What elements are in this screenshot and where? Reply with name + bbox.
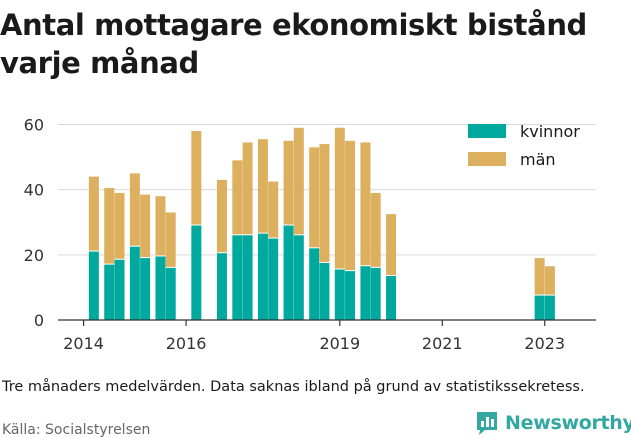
bar-man <box>155 196 166 256</box>
bar-man <box>129 173 140 246</box>
bar-kvinnor <box>534 295 545 320</box>
bar-man <box>360 142 371 266</box>
chart-title-line-2: varje månad <box>0 46 199 80</box>
bar-kvinnor <box>140 258 151 320</box>
bar-man <box>293 127 304 235</box>
bar-kvinnor <box>370 267 381 320</box>
bar-kvinnor <box>232 235 243 320</box>
x-tick-label: 2014 <box>63 334 104 353</box>
x-tick-label: 2023 <box>524 334 565 353</box>
bar-man <box>242 142 253 235</box>
bar-man <box>534 258 545 295</box>
bar-man <box>345 140 356 271</box>
bar-man <box>268 181 279 238</box>
bar-man <box>386 214 397 276</box>
y-tick-label: 60 <box>24 116 44 135</box>
y-tick-label: 40 <box>24 181 44 200</box>
legend-label-man: män <box>520 150 556 169</box>
chart-title: Antal mottagare ekonomiskt bistånd varje… <box>0 6 631 82</box>
bar-man <box>165 212 176 267</box>
x-tick-label: 2016 <box>166 334 207 353</box>
bar-kvinnor <box>319 262 330 320</box>
bar-kvinnor <box>360 266 371 320</box>
bar-man <box>104 188 115 264</box>
y-tick-label: 20 <box>24 246 44 265</box>
bar-kvinnor <box>114 259 125 320</box>
bar-man <box>370 192 381 267</box>
bar-kvinnor <box>88 251 99 320</box>
bar-man <box>319 144 330 262</box>
brand-logo: Newsworthy <box>475 409 631 437</box>
bar-man <box>544 266 555 295</box>
bar-kvinnor <box>345 271 356 320</box>
source-note: Källa: Socialstyrelsen <box>2 422 151 438</box>
bar-man <box>140 194 151 258</box>
bar-man <box>88 176 99 251</box>
bar-kvinnor <box>544 295 555 320</box>
bar-man <box>257 139 268 233</box>
bar-kvinnor <box>191 225 202 320</box>
y-tick-label: 0 <box>34 311 44 330</box>
footnote: Tre månaders medelvärden. Data saknas ib… <box>2 379 585 395</box>
bar-kvinnor <box>104 264 115 320</box>
bar-man <box>283 140 294 225</box>
bar-man <box>334 127 345 269</box>
bar-man <box>191 131 202 225</box>
legend-swatch-kvinnor <box>468 124 506 138</box>
bar-kvinnor <box>334 269 345 320</box>
legend-swatch-man <box>468 152 506 166</box>
bar-kvinnor <box>129 246 140 320</box>
bar-kvinnor <box>293 235 304 320</box>
x-tick-label: 2019 <box>319 334 360 353</box>
bar-kvinnor <box>155 256 166 320</box>
bar-kvinnor <box>283 225 294 320</box>
bar-man <box>114 192 125 259</box>
bar-man <box>309 147 320 248</box>
bar-man <box>216 179 227 253</box>
chart-title-line-1: Antal mottagare ekonomiskt bistånd <box>0 8 587 42</box>
bar-kvinnor <box>165 267 176 320</box>
bar-kvinnor <box>309 248 320 320</box>
bar-man <box>232 160 243 235</box>
bar-kvinnor <box>242 235 253 320</box>
newsworthy-logo-icon <box>477 412 497 435</box>
legend-label-kvinnor: kvinnor <box>520 122 580 141</box>
bar-kvinnor <box>386 276 397 320</box>
bar-kvinnor <box>257 233 268 320</box>
x-tick-label: 2021 <box>422 334 463 353</box>
bar-kvinnor <box>216 253 227 320</box>
brand-name: Newsworthy <box>505 412 631 434</box>
bar-kvinnor <box>268 238 279 320</box>
